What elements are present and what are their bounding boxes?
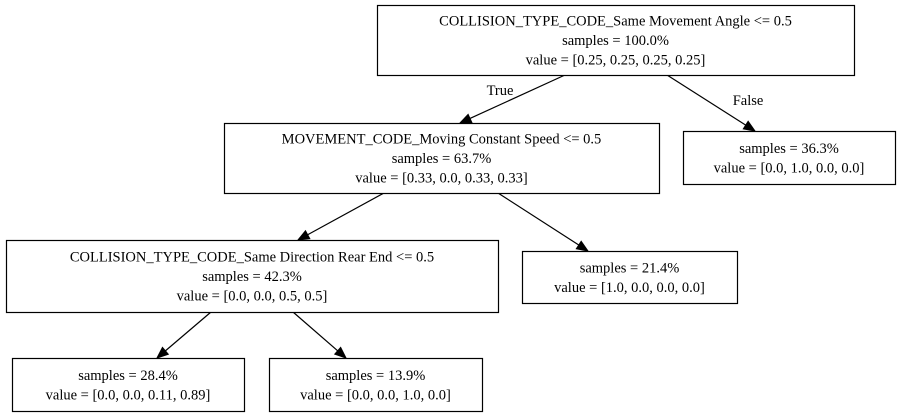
edge-label: False [733,93,764,109]
tree-node-n3: COLLISION_TYPE_CODE_Same Direction Rear … [5,239,500,314]
edge-arrowhead [742,120,757,132]
edge-n0-n1: True [458,74,566,124]
node-text-line: samples = 100.0% [562,33,669,49]
node-text-line: samples = 63.7% [392,151,492,167]
node-box [5,239,500,314]
edge-line [469,74,566,119]
tree-node-n4: samples = 21.4% value = [1.0, 0.0, 0.0, 0… [521,250,739,305]
edge-line [497,192,580,246]
edge-n0-n2: False [666,74,764,132]
node-text-line: value = [0.25, 0.25, 0.25, 0.25] [526,53,706,69]
node-text-line: samples = 42.3% [202,269,302,285]
edge-n1-n4 [497,192,590,252]
node-text-line: value = [0.0, 0.0, 0.5, 0.5] [177,289,328,305]
tree-node-n2: samples = 36.3% value = [0.0, 1.0, 0.0, 0… [682,130,897,186]
node-box [521,250,739,305]
node-box [11,357,246,413]
node-text-line: samples = 36.3% [739,141,839,157]
edge-arrowhead [333,346,347,359]
node-text-line: value = [0.0, 0.0, 1.0, 0.0] [300,387,451,403]
node-box [223,122,661,195]
tree-node-n6: samples = 13.9% value = [0.0, 0.0, 1.0, 0… [268,357,484,413]
edge-arrowhead [575,240,590,252]
edge-line [307,192,385,236]
node-text-line: MOVEMENT_CODE_Moving Constant Speed <= 0… [282,132,602,148]
tree-node-n1: MOVEMENT_CODE_Moving Constant Speed <= 0… [223,122,661,195]
node-box [376,4,856,77]
edge-line [164,311,212,352]
node-text-line: value = [1.0, 0.0, 0.0, 0.0] [554,280,705,296]
node-text-line: COLLISION_TYPE_CODE_Same Direction Rear … [70,250,434,266]
edge-line [292,311,339,352]
edge-n1-n3 [296,192,385,241]
node-text-line: samples = 13.9% [326,368,426,384]
node-text-line: value = [0.0, 1.0, 0.0, 0.0] [714,160,865,176]
node-text-line: value = [0.33, 0.0, 0.33, 0.33] [355,171,528,187]
node-box [268,357,484,413]
tree-node-n0: COLLISION_TYPE_CODE_Same Movement Angle … [376,4,856,77]
node-text-line: COLLISION_TYPE_CODE_Same Movement Angle … [439,14,792,30]
edge-line [666,74,747,126]
tree-node-n5: samples = 28.4% value = [0.0, 0.0, 0.11, … [11,357,246,413]
edge-n3-n5 [155,311,212,359]
edge-arrowhead [296,229,311,241]
edge-arrowhead [155,346,170,359]
node-text-line: value = [0.0, 0.0, 0.11, 0.89] [46,387,211,403]
edge-n3-n6 [292,311,347,359]
node-text-line: samples = 21.4% [580,260,680,276]
node-box [682,130,897,186]
edge-label: True [487,83,514,99]
node-text-line: samples = 28.4% [78,368,178,384]
edge-arrowhead [458,113,473,124]
